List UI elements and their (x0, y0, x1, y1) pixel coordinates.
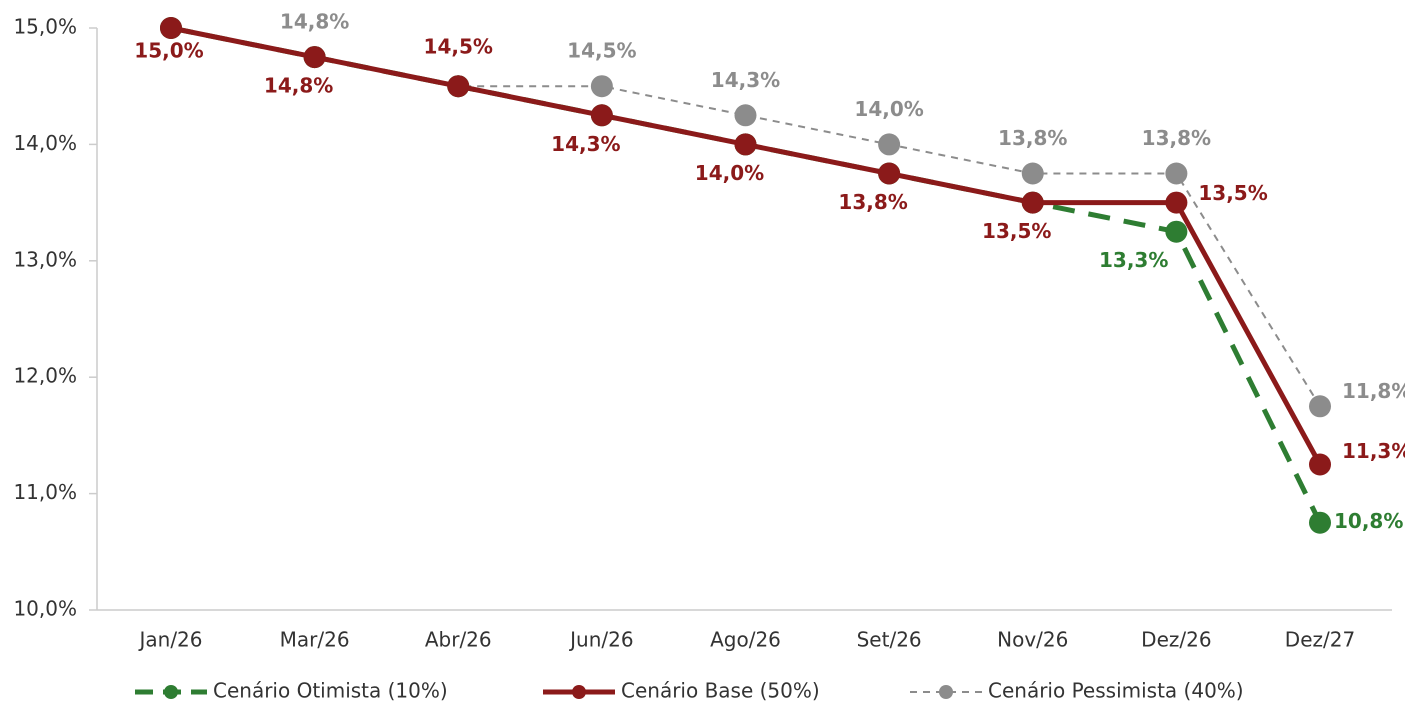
value-label: 14,8% (280, 10, 349, 34)
value-label: 14,5% (424, 35, 493, 59)
series-line (170, 25, 1323, 466)
point (1021, 191, 1044, 214)
x-tick-label: Nov/26 (997, 628, 1068, 652)
x-tick-label: Dez/27 (1285, 628, 1355, 652)
legend-item: Cenário Base (50%) (543, 679, 820, 703)
x-tick-label: Jun/26 (568, 628, 633, 652)
legend-item: Cenário Otimista (10%) (135, 679, 448, 703)
x-tick-label: Dez/26 (1141, 628, 1211, 652)
value-label: 13,3% (1099, 248, 1168, 272)
legend-marker (939, 685, 953, 699)
legend-label: Cenário Otimista (10%) (213, 679, 448, 703)
value-label: 11,8% (1342, 379, 1405, 403)
x-tick-label: Ago/26 (710, 628, 781, 652)
point (1309, 395, 1331, 418)
value-label: 14,3% (551, 132, 620, 156)
value-label: 11,3% (1342, 439, 1405, 463)
value-label: 10,8% (1334, 509, 1403, 533)
point (1165, 191, 1188, 214)
point (734, 133, 757, 156)
value-label: 13,5% (1198, 181, 1267, 205)
y-tick-label: 11,0% (13, 480, 77, 504)
x-tick-label: Abr/26 (425, 628, 492, 652)
value-label: 14,3% (711, 68, 780, 92)
point (160, 17, 182, 39)
point (590, 75, 613, 98)
point (1165, 220, 1188, 243)
point (447, 75, 470, 98)
point (303, 46, 326, 69)
legend-item: Cenário Pessimista (40%) (910, 679, 1244, 703)
point (1165, 162, 1188, 185)
y-tick-label: 14,0% (13, 131, 77, 155)
legend-marker (164, 685, 178, 699)
point (590, 104, 613, 127)
x-tick-label: Jan/26 (137, 628, 202, 652)
point (878, 162, 901, 185)
value-label: 15,0% (134, 39, 203, 63)
point (1309, 453, 1331, 476)
x-tick-label: Set/26 (857, 628, 922, 652)
value-label: 14,8% (264, 74, 333, 98)
y-tick-label: 15,0% (13, 15, 77, 39)
value-label: 13,8% (1142, 126, 1211, 150)
y-tick-label: 13,0% (13, 247, 77, 271)
x-tick-label: Mar/26 (280, 628, 350, 652)
point (1309, 511, 1331, 534)
value-label: 13,5% (982, 219, 1051, 243)
value-label: 13,8% (998, 126, 1067, 150)
legend-marker (572, 685, 586, 699)
value-label: 14,0% (854, 97, 923, 121)
series-line (170, 25, 1323, 524)
point (878, 133, 901, 156)
y-tick-label: 10,0% (13, 597, 77, 621)
value-label: 13,8% (838, 190, 907, 214)
y-tick-label: 12,0% (13, 364, 77, 388)
value-label: 14,0% (695, 161, 764, 185)
legend-label: Cenário Pessimista (40%) (988, 679, 1244, 703)
value-label: 14,5% (567, 39, 636, 63)
legend-label: Cenário Base (50%) (621, 679, 820, 703)
point (734, 104, 757, 127)
point (1021, 162, 1044, 185)
